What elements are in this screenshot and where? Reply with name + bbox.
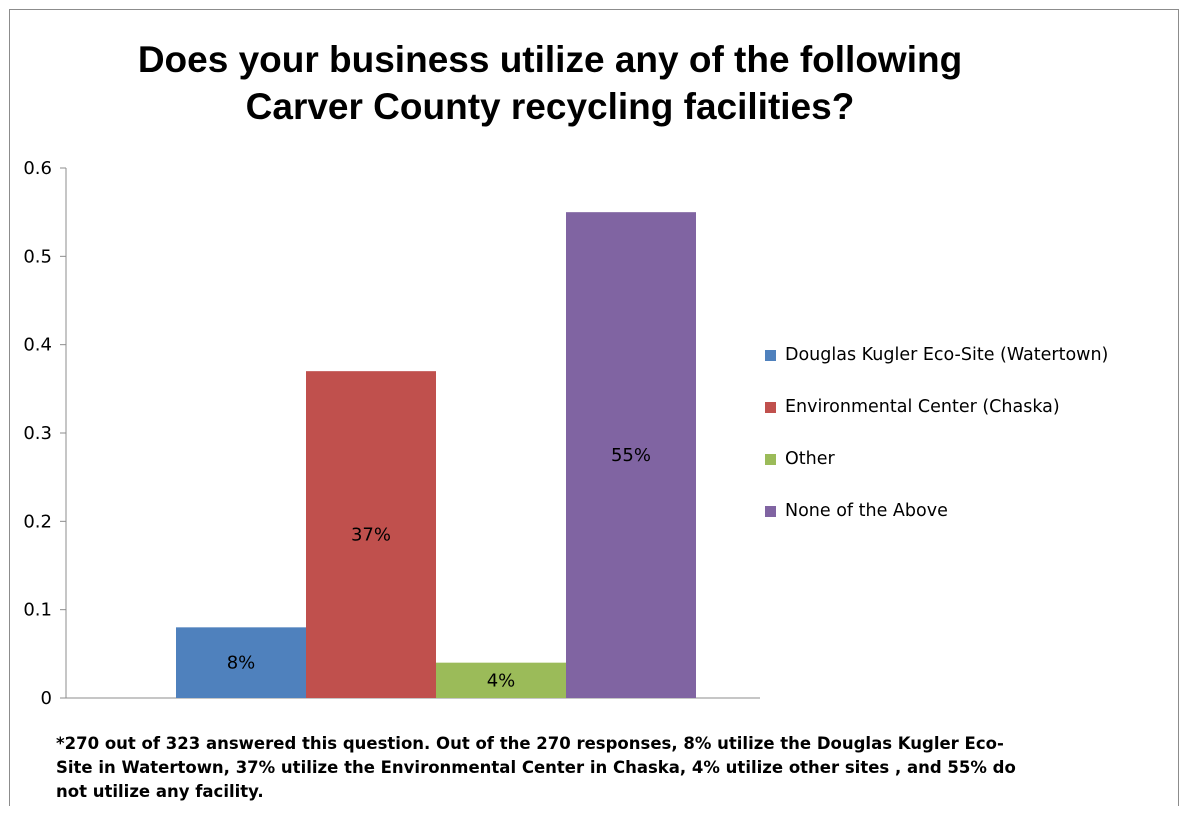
bar-2 (306, 371, 436, 698)
data-label: 37% (351, 525, 391, 546)
legend: Douglas Kugler Eco-Site (Watertown) Envir… (765, 340, 1108, 548)
y-tick-label: 0.4 (23, 335, 52, 356)
bars (176, 212, 696, 698)
legend-label: Environmental Center (Chaska) (785, 397, 1060, 417)
legend-item: Other (765, 444, 1108, 474)
legend-swatch (765, 401, 776, 413)
legend-item: Environmental Center (Chaska) (765, 392, 1108, 422)
legend-item: Douglas Kugler Eco-Site (Watertown) (765, 340, 1108, 370)
y-tick-label: 0.5 (23, 246, 52, 267)
chart-title: Does your business utilize any of the fo… (137, 39, 963, 127)
bar-3 (436, 662, 566, 698)
legend-item: None of the Above (765, 496, 1108, 526)
bar-4 (566, 212, 696, 698)
footnote: *270 out of 323 answered this question. … (56, 734, 1016, 801)
data-labels: 8% 37% 4% 55% (227, 445, 651, 691)
legend-swatch (765, 453, 776, 465)
bar-1 (176, 627, 306, 698)
y-tick-label: 0 (41, 688, 52, 709)
data-label: 8% (227, 653, 256, 674)
y-tick-label: 0.2 (23, 511, 52, 532)
legend-swatch (765, 349, 776, 361)
legend-label: None of the Above (785, 501, 948, 521)
legend-swatch (765, 505, 776, 517)
legend-label: Other (785, 449, 835, 469)
bar-chart: 0 0.1 0.2 0.3 0.4 0.5 0.6 8% 37% 4% 55% (23, 158, 760, 709)
y-tick-label: 0.6 (23, 158, 52, 179)
y-tick-label: 0.3 (23, 423, 52, 444)
data-label: 4% (487, 670, 516, 691)
y-tick-label: 0.1 (23, 600, 52, 621)
legend-label: Douglas Kugler Eco-Site (Watertown) (785, 345, 1109, 365)
data-label: 55% (611, 445, 651, 466)
